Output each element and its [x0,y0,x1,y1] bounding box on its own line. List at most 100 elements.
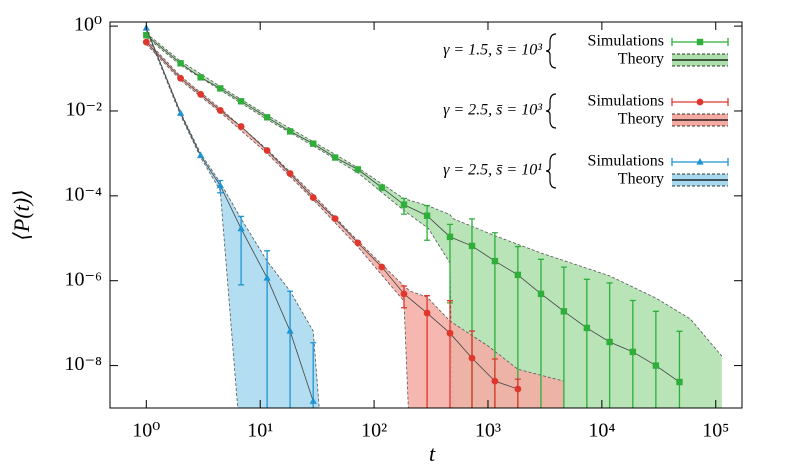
marker [696,38,704,46]
marker [696,98,704,106]
legend-label: Theory [618,111,664,128]
error-bar [537,258,544,408]
legend-label: Theory [618,171,664,188]
marker [197,74,204,81]
marker [423,309,431,317]
marker [217,85,224,92]
marker [629,348,637,356]
marker [286,170,294,177]
marker [237,123,245,130]
marker [491,257,499,265]
error-bar [652,310,659,408]
marker [197,90,205,98]
simulation-line [145,27,314,402]
error-bar [287,290,294,408]
legend-band-edges [672,113,728,127]
marker [423,212,431,219]
marker [468,242,476,250]
error-bar [606,282,613,408]
error-bar [560,266,567,408]
marker [491,377,499,385]
marker [378,184,386,191]
legend-group: γ = 1.5, s̄ = 10³ [443,42,542,59]
marker [354,166,362,173]
marker [142,38,150,46]
error-bar [446,300,453,408]
marker [216,181,224,189]
marker [652,362,660,369]
error-bar [468,330,475,408]
marker [400,201,408,208]
marker [468,354,476,362]
error-bar [491,358,498,408]
marker [143,32,150,39]
marker [177,60,184,67]
y-tick-label: 10⁻⁴ [64,183,102,205]
error-bar [514,378,521,408]
theory-band [146,40,564,408]
marker [263,147,271,154]
error-bar [583,278,590,408]
theory-band [146,28,320,408]
marker [237,98,245,105]
theory-lower [146,36,453,408]
legend-label: Simulations [588,33,664,50]
x-tick-label: 10² [361,420,387,442]
marker [606,338,613,346]
simulation-line [146,34,680,383]
y-tick-label: 10⁰ [74,14,102,36]
marker [176,109,185,116]
marker [514,385,522,393]
marker [286,327,294,334]
legend-label: Simulations [588,153,664,170]
error-bar [310,342,317,408]
marker [197,151,205,159]
x-tick-label: 10¹ [247,420,273,442]
legend-label: Simulations [588,93,664,110]
marker [331,215,339,223]
marker [560,308,568,315]
legend-band-edges [672,173,728,187]
marker [446,233,454,241]
plot-frame [109,21,743,409]
marker [263,273,271,281]
error-bar [424,204,431,241]
marker [331,154,339,161]
theory-upper [145,27,320,408]
marker [309,194,317,201]
marker [309,140,317,147]
theory-lower [145,30,239,408]
x-tick-label: 10³ [475,420,501,442]
x-tick-label: 10⁵ [702,420,729,442]
legend-group: γ = 2.5, s̄ = 10¹ [443,162,542,179]
error-bar [629,299,636,408]
marker [286,128,294,135]
plot-area [142,24,723,408]
marker [354,239,362,247]
error-bar [424,295,431,408]
legend-brace [545,93,557,129]
marker [237,224,245,232]
y-tick-label: 10⁻⁶ [64,268,102,290]
y-axis-label: ⟨P(t)⟩ [9,189,34,240]
marker [537,290,545,298]
marker [676,378,683,386]
legend-brace [545,153,557,189]
marker [263,114,271,121]
marker [514,271,522,279]
legend-label: Theory [618,51,664,68]
legend-group: γ = 2.5, s̄ = 10³ [443,102,542,119]
y-tick-label: 10⁻² [65,99,102,121]
marker [583,324,591,332]
marker [378,263,386,271]
x-tick-label: 10⁰ [132,420,160,442]
x-axis-label: t [429,441,436,466]
x-tick-label: 10⁴ [588,420,615,442]
theory-band [146,33,722,408]
y-tick-label: 10⁻⁸ [64,353,102,375]
marker [309,397,317,404]
marker [400,290,408,298]
legend-brace [545,33,557,69]
legend-band-edges [672,53,728,67]
